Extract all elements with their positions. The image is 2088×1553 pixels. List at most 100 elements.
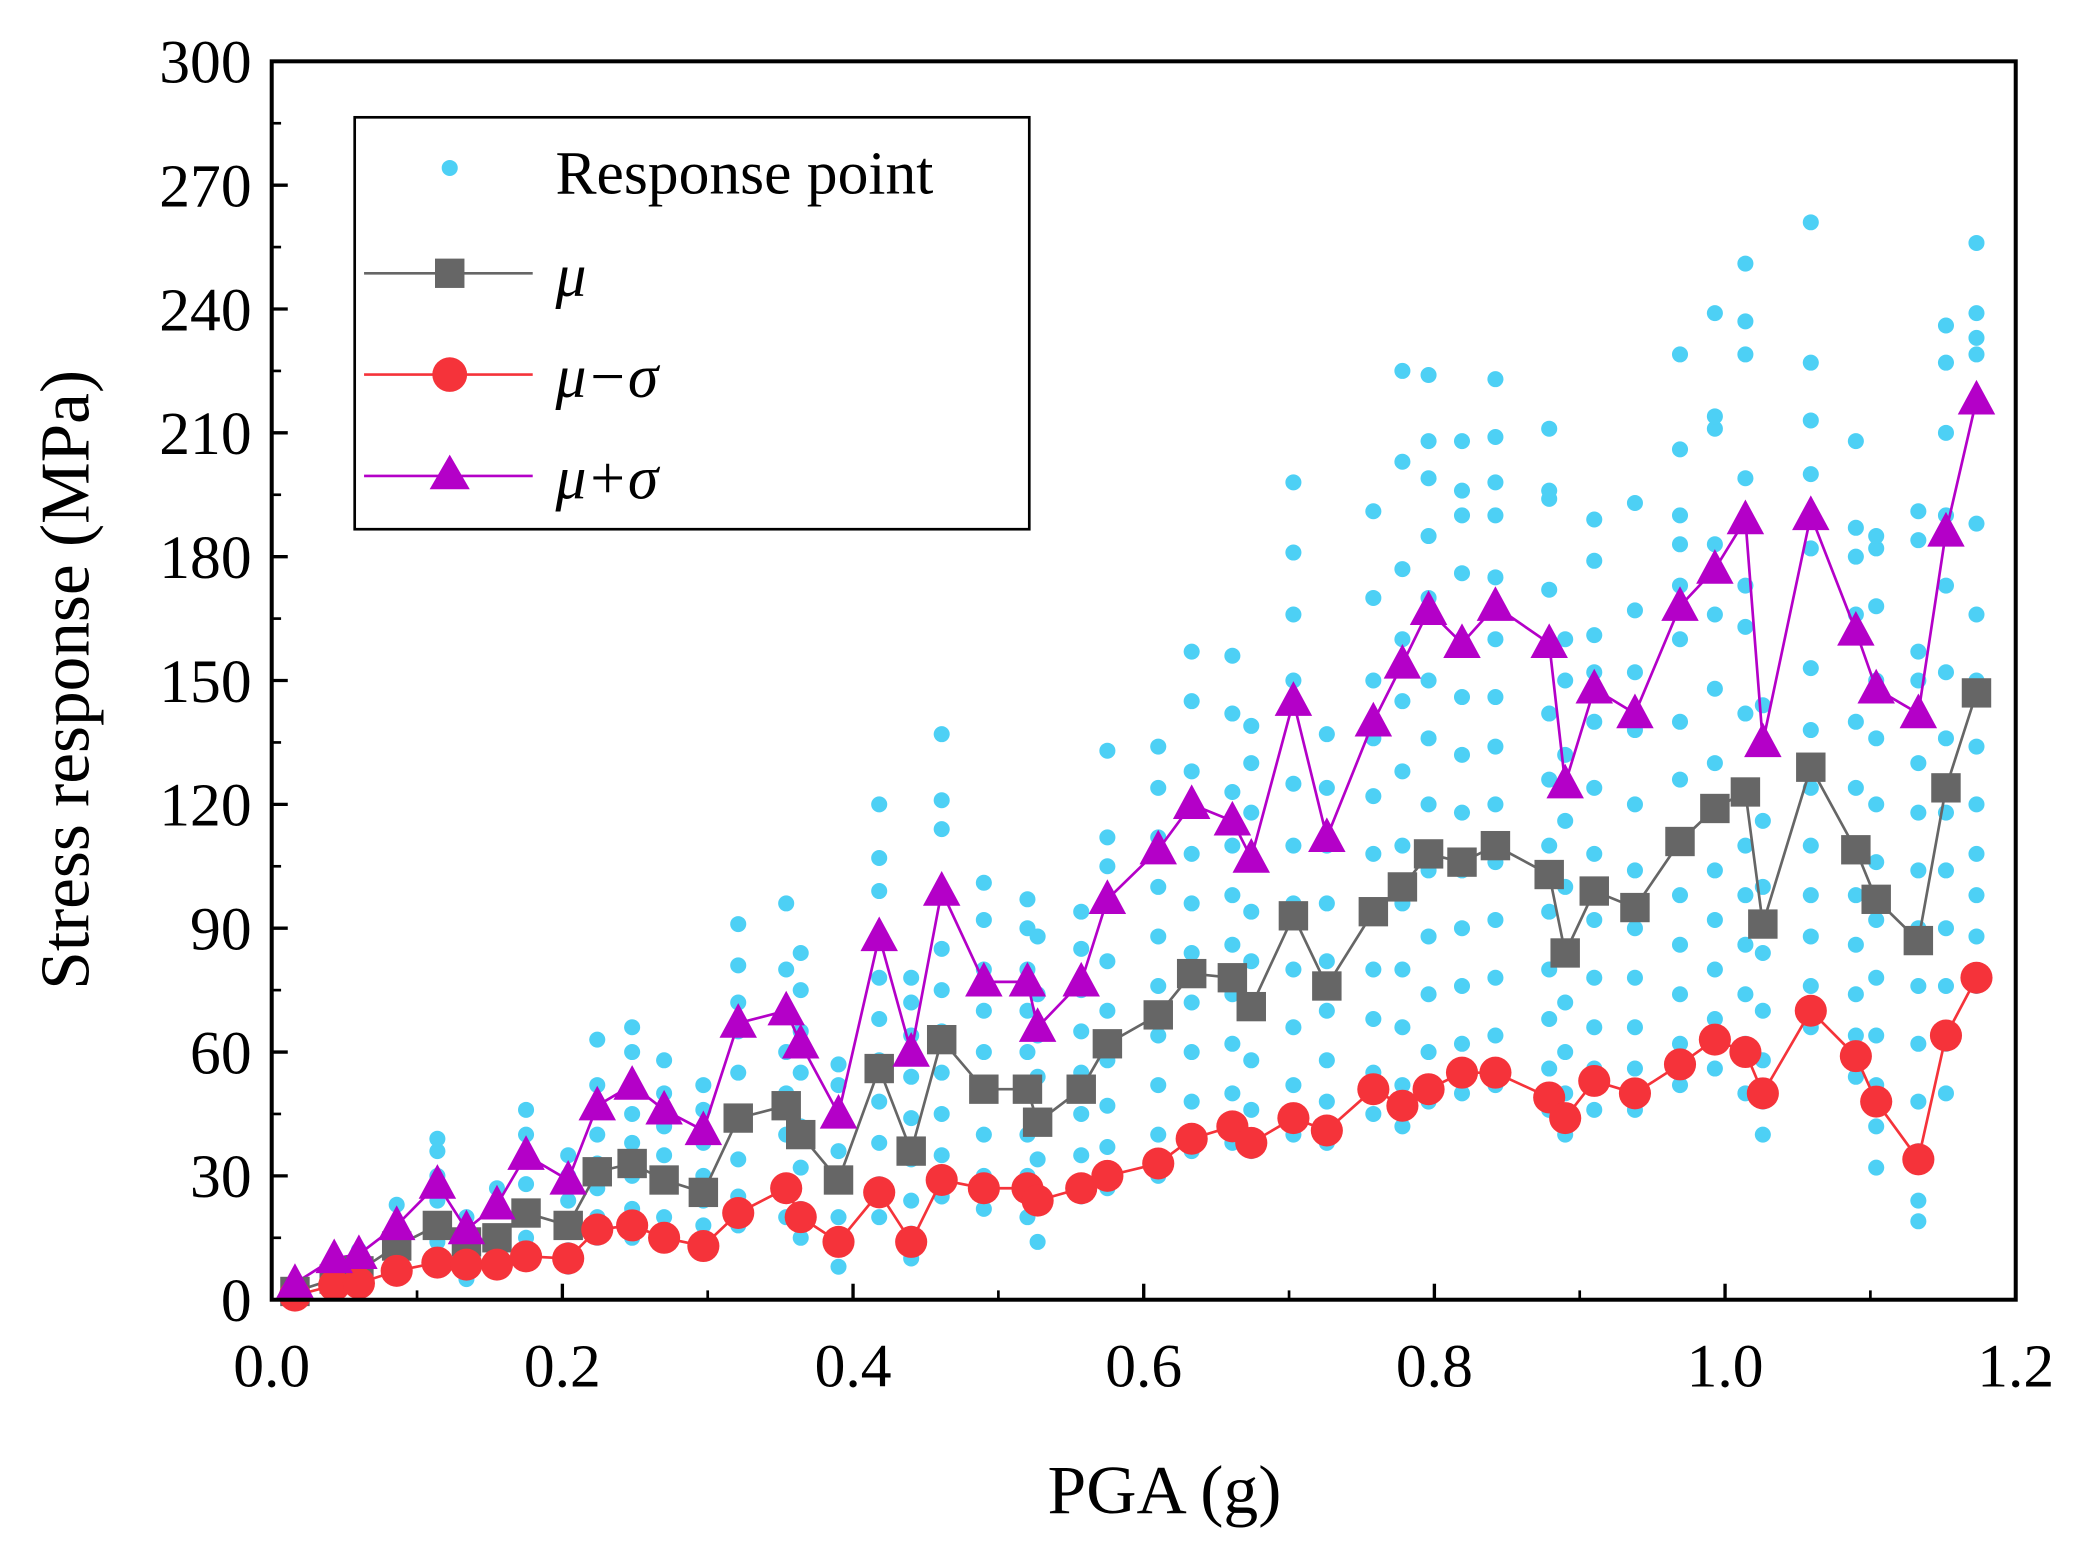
mu-marker [1012,1074,1043,1104]
response-point [1420,796,1437,813]
mu-plus-sigma-marker [1018,1007,1057,1042]
y-tick-label: 30 [190,1143,252,1211]
response-point [1150,1077,1167,1094]
response-point [695,1077,712,1094]
mu-minus-sigma-marker [895,1225,928,1258]
mu-minus-sigma-marker [1091,1159,1124,1192]
response-point [1019,1044,1036,1061]
legend-triangle-marker [429,454,470,490]
mu-plus-sigma-marker [1857,668,1895,704]
mu-plus-sigma-marker [719,1003,757,1038]
response-point [1557,631,1574,648]
legend-label-mu: μ [554,242,586,310]
response-point [975,874,992,891]
response-point [624,1134,641,1151]
response-point [1937,920,1954,937]
mu-marker [1796,752,1826,782]
response-point [1365,589,1382,606]
response-point [624,1044,641,1061]
response-point [1541,903,1558,920]
mu-marker [511,1198,541,1228]
response-point [1420,367,1437,384]
response-point [1754,1002,1771,1019]
response-point [975,911,992,928]
response-point [1737,470,1754,487]
response-point [1394,362,1411,379]
response-point [1183,693,1200,710]
response-point [933,940,950,957]
mu-plus-sigma-marker [1661,586,1699,621]
response-point [1671,713,1689,730]
response-point [1910,804,1927,821]
response-point [1847,779,1864,796]
mu-minus-sigma-marker [687,1230,720,1263]
response-point [1285,544,1302,561]
mu-plus-sigma-marker [1546,763,1584,799]
response-point [1626,796,1643,813]
mu-plus-sigma-marker [922,871,961,906]
x-axis-ticks: 0.0 0.2 0.4 0.6 0.8 1.0 1.2 [233,1283,2054,1400]
response-point [1802,837,1819,854]
mu-marker [1413,839,1444,869]
mu-minus-sigma-marker [1729,1036,1762,1069]
response-point [1802,660,1819,677]
response-point [933,1064,950,1081]
response-point [1671,631,1689,648]
response-point [1586,779,1603,796]
response-point [1394,693,1411,710]
response-point [1487,474,1504,491]
response-point [1394,1019,1411,1036]
response-point [1737,313,1754,330]
response-point [1420,470,1437,487]
response-point [1365,1105,1382,1122]
response-point [792,944,809,961]
response-point [871,883,888,900]
response-point [1487,911,1504,928]
response-point [1099,1097,1116,1114]
response-point [1586,969,1603,986]
mu-marker [823,1165,854,1195]
response-point [830,1209,847,1226]
mu-minus-sigma-marker [1065,1172,1098,1205]
response-point [1910,532,1927,549]
response-point [1937,862,1954,879]
response-point [1868,730,1885,747]
response-point [1099,953,1116,970]
mu-plus-sigma-marker [965,961,1003,997]
response-point [1099,1002,1116,1019]
response-point [1557,994,1574,1011]
mu-plus-sigma-marker [1172,784,1211,820]
response-point [429,1143,446,1160]
response-point [975,1200,992,1217]
response-point [1968,346,1985,363]
mu-minus-sigma-marker [1445,1056,1479,1089]
response-point [1706,755,1723,772]
response-point [933,1147,950,1164]
response-point [871,796,888,813]
y-tick-label: 210 [159,400,251,468]
response-point [1671,346,1689,363]
mu-marker [1841,835,1871,865]
mu-plus-sigma-line [294,399,1978,1285]
response-point [1487,1027,1504,1044]
response-point [1671,936,1689,953]
mu-minus-sigma-marker [1960,961,1993,994]
response-point [1626,495,1643,512]
legend-label-mu-plus: μ+σ [554,445,661,513]
mu-minus-sigma-marker [770,1172,803,1205]
x-axis-label: PGA (g) [1048,1452,1282,1529]
response-point [1029,1151,1046,1168]
mu-marker [688,1177,719,1208]
response-point [933,821,950,838]
mu-plus-sigma-marker [767,990,805,1026]
response-point [1487,738,1504,755]
response-point [1626,1060,1643,1077]
mu-plus-sigma-marker [549,1160,587,1195]
response-point [1243,755,1260,772]
response-point [1626,664,1643,681]
mu-minus-sigma-marker [1860,1085,1893,1118]
response-point [624,1019,641,1036]
mu-minus-sigma-marker [342,1267,375,1300]
x-tick-label: 0.8 [1396,1332,1473,1400]
response-point [1737,936,1754,953]
